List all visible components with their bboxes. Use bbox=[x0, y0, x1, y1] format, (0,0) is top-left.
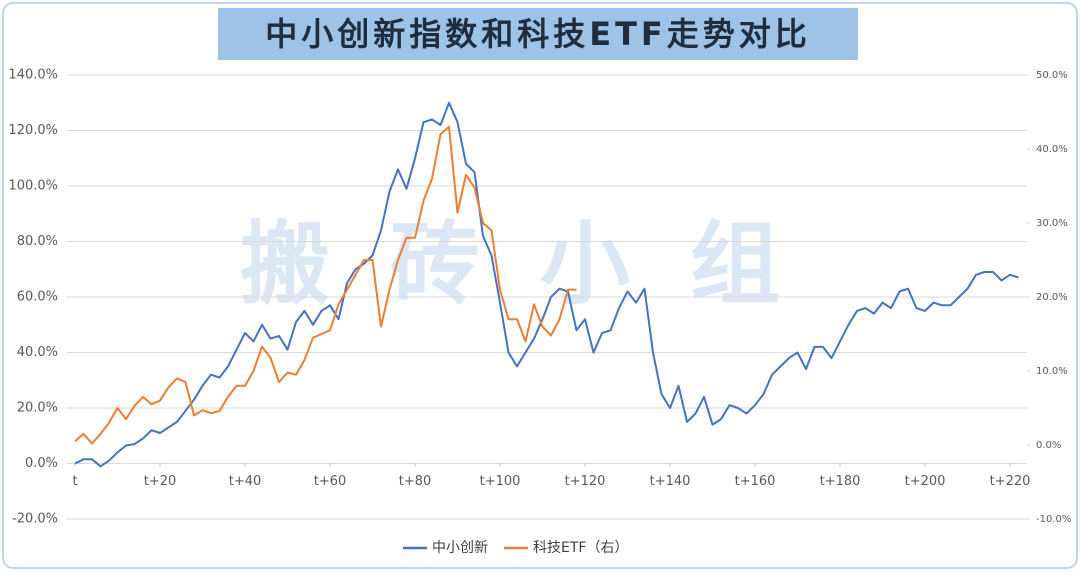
x-tick-label: t+160 bbox=[735, 474, 776, 489]
y2-tick-label: 20.0% bbox=[1036, 292, 1068, 303]
y-tick-label: -20.0% bbox=[12, 512, 58, 527]
y-tick-label: 40.0% bbox=[17, 345, 58, 360]
x-tick-label: t+80 bbox=[399, 474, 432, 489]
y2-tick-label: 50.0% bbox=[1036, 70, 1068, 81]
y2-tick-label: 10.0% bbox=[1036, 366, 1068, 377]
x-tick-label: t+220 bbox=[990, 474, 1031, 489]
y2-tick-label: 40.0% bbox=[1036, 144, 1068, 155]
legend-label: 中小创新 bbox=[432, 540, 488, 556]
x-tick-label: t+40 bbox=[229, 474, 262, 489]
series-line bbox=[74, 125, 577, 445]
y2-tick-label: 0.0% bbox=[1036, 440, 1061, 451]
y-tick-label: 100.0% bbox=[8, 179, 58, 194]
y-tick-label: 60.0% bbox=[17, 290, 58, 305]
x-tick-label: t+100 bbox=[480, 474, 521, 489]
x-tick-label: t bbox=[72, 474, 77, 489]
x-tick-label: t+20 bbox=[144, 474, 177, 489]
x-tick-label: t+120 bbox=[565, 474, 606, 489]
y2-tick-label: 30.0% bbox=[1036, 218, 1068, 229]
y-tick-label: 0.0% bbox=[25, 456, 58, 471]
watermark: 搬砖小组 bbox=[240, 212, 840, 317]
legend-label: 科技ETF（右） bbox=[533, 540, 628, 556]
y-tick-label: 80.0% bbox=[17, 234, 58, 249]
x-tick-label: t+140 bbox=[650, 474, 691, 489]
chart-title: 中小创新指数和科技ETF走势对比 bbox=[265, 15, 811, 53]
y-tick-label: 20.0% bbox=[17, 401, 58, 416]
y2-tick-label: -10.0% bbox=[1036, 514, 1071, 525]
title-box bbox=[218, 8, 858, 60]
y-tick-label: 140.0% bbox=[8, 68, 58, 83]
x-tick-label: t+180 bbox=[820, 474, 861, 489]
series-line bbox=[74, 101, 1019, 468]
x-tick-label: t+60 bbox=[314, 474, 347, 489]
x-tick-label: t+200 bbox=[905, 474, 946, 489]
y-tick-label: 120.0% bbox=[8, 123, 58, 138]
